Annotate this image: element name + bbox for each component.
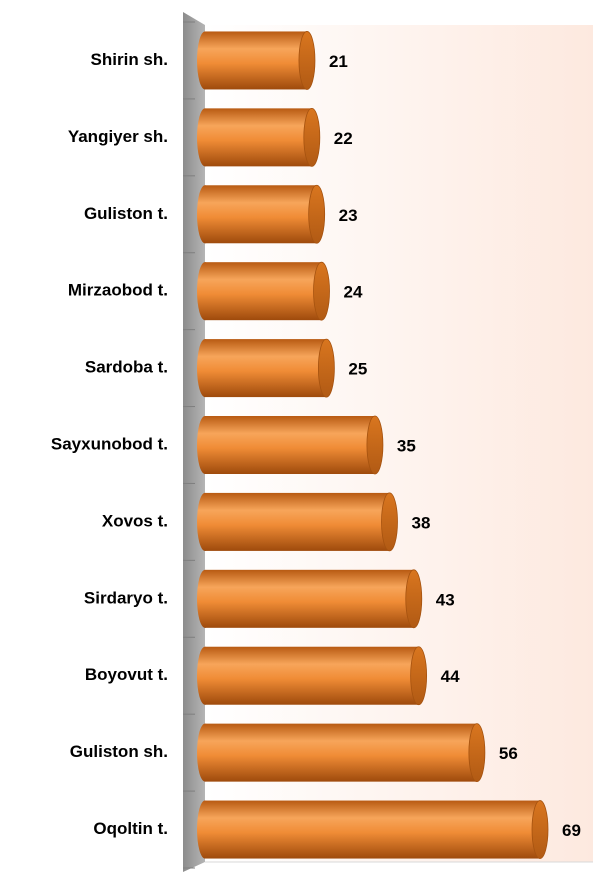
bar: [205, 800, 540, 859]
value-label: 21: [329, 52, 348, 71]
bar: [205, 723, 477, 782]
category-label: Oqoltin t.: [93, 819, 168, 838]
value-label: 35: [397, 436, 416, 455]
value-label: 38: [411, 513, 430, 532]
category-label: Sardoba t.: [85, 358, 168, 377]
bar-cap: [381, 492, 398, 552]
bar-cap: [405, 569, 423, 629]
category-label: Guliston sh.: [70, 742, 168, 761]
bar: [205, 569, 414, 628]
value-label: 43: [436, 590, 455, 609]
value-label: 24: [344, 283, 363, 302]
bar-cap: [308, 184, 326, 244]
bar-cap: [468, 723, 486, 783]
bar-cap: [531, 800, 549, 859]
bar: [205, 339, 327, 398]
value-label: 56: [499, 744, 518, 763]
value-label: 69: [562, 821, 581, 840]
bar: [205, 646, 419, 705]
category-label: Sirdaryo t.: [84, 588, 168, 607]
bar-cap: [366, 415, 384, 475]
category-label: Guliston t.: [84, 204, 168, 223]
bar: [205, 416, 375, 474]
value-label: 25: [348, 360, 367, 379]
bar-cap: [410, 646, 428, 706]
category-label: Mirzaobod t.: [68, 281, 168, 300]
bar-cap: [303, 107, 321, 167]
value-label: 44: [441, 667, 460, 686]
value-label: 23: [339, 206, 358, 225]
bar: [205, 262, 322, 321]
bar: [205, 492, 390, 551]
bar: [205, 185, 317, 244]
category-label: Boyovut t.: [85, 665, 168, 684]
bar: [205, 31, 307, 90]
category-label: Shirin sh.: [91, 50, 168, 69]
bar-cap: [313, 261, 330, 321]
bar: [205, 108, 312, 167]
category-label: Xovos t.: [102, 511, 168, 530]
value-label: 22: [334, 129, 353, 148]
bar-cap: [317, 338, 335, 398]
category-label: Sayxunobod t.: [51, 434, 168, 453]
bar-cap: [298, 31, 316, 90]
category-label: Yangiyer sh.: [68, 127, 168, 146]
category-separators: [183, 21, 195, 869]
